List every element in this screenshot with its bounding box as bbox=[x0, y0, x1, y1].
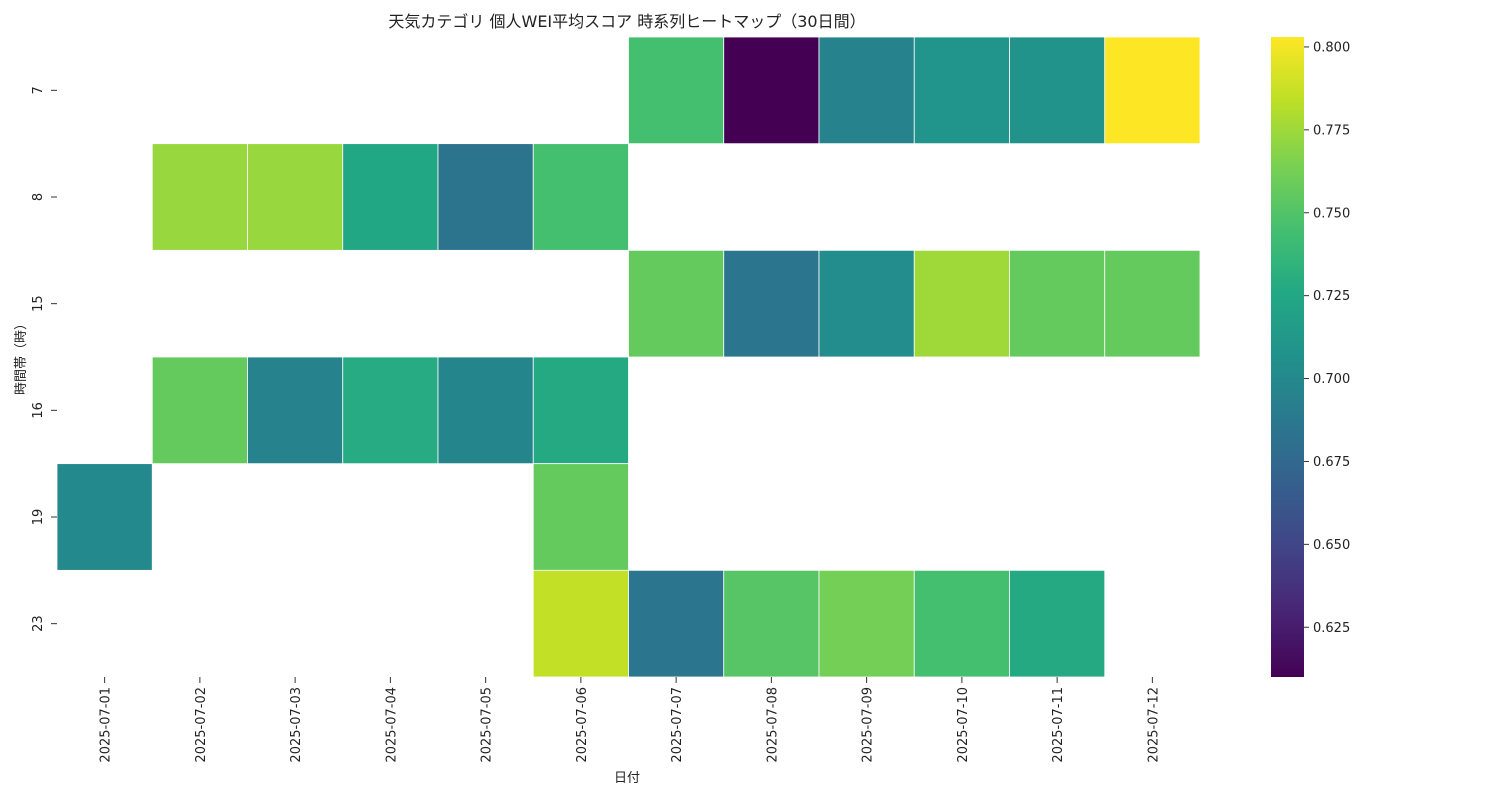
heatmap-cell bbox=[723, 569, 820, 678]
colorbar-tick-label: 0.650 bbox=[1313, 538, 1350, 553]
x-tick-label: 2025-07-06 bbox=[575, 687, 590, 763]
heatmap-cell bbox=[532, 463, 629, 571]
x-tick-label: 2025-07-05 bbox=[480, 687, 495, 763]
heatmap-cell bbox=[1104, 36, 1201, 145]
heatmap-cell bbox=[723, 249, 820, 358]
x-tick-label: 2025-07-11 bbox=[1051, 687, 1066, 763]
x-tick-label: 2025-07-10 bbox=[956, 687, 971, 763]
y-tick-label: 7 bbox=[31, 86, 46, 94]
y-tick-label: 19 bbox=[31, 509, 46, 526]
heatmap-cell bbox=[151, 143, 248, 251]
heatmap-cell bbox=[532, 356, 629, 465]
heatmap-cell bbox=[628, 569, 725, 678]
chart-title: 天気カテゴリ 個人WEI平均スコア 時系列ヒートマップ（30日間） bbox=[388, 12, 865, 31]
heatmap-cell bbox=[151, 356, 248, 465]
colorbar-tick-label: 0.725 bbox=[1313, 289, 1350, 304]
heatmap-cell bbox=[532, 143, 629, 251]
heatmap-cell bbox=[628, 249, 725, 358]
x-tick-label: 2025-07-04 bbox=[384, 687, 399, 763]
heatmap-cell bbox=[342, 356, 439, 465]
heatmap-cell bbox=[913, 36, 1010, 145]
colorbar-gradient bbox=[1271, 37, 1304, 677]
heatmap-cell bbox=[437, 356, 534, 465]
x-axis-label: 日付 bbox=[614, 771, 640, 786]
heatmap-cell bbox=[56, 463, 153, 571]
heatmap-cell bbox=[913, 569, 1010, 678]
y-axis-label: 時間帯（時） bbox=[14, 317, 29, 395]
x-tick-label: 2025-07-07 bbox=[670, 687, 685, 763]
heatmap-cell bbox=[247, 356, 344, 465]
x-tick-label: 2025-07-12 bbox=[1146, 687, 1161, 763]
colorbar: 0.625 0.650 0.675 0.700 0.725 0.750 0.775 0.800 bbox=[1271, 37, 1350, 677]
x-tick-label: 2025-07-02 bbox=[194, 687, 209, 763]
heatmap-cell bbox=[247, 143, 344, 251]
y-tick-label: 8 bbox=[31, 193, 46, 201]
colorbar-tick-label: 0.800 bbox=[1313, 40, 1350, 55]
heatmap-cell bbox=[628, 36, 725, 145]
heatmap-cell bbox=[723, 36, 820, 145]
y-axis-ticks: 7 8 15 16 19 23 bbox=[31, 86, 57, 632]
colorbar-tick-label: 0.625 bbox=[1313, 621, 1350, 636]
x-axis-ticks: 2025-07-01 2025-07-02 2025-07-03 2025-07-04… bbox=[99, 677, 1161, 763]
heatmap-cell bbox=[1009, 249, 1106, 358]
heatmap-cell bbox=[913, 249, 1010, 358]
heatmap-cell bbox=[818, 249, 915, 358]
colorbar-tick-label: 0.775 bbox=[1313, 123, 1350, 138]
heatmap-cell bbox=[437, 143, 534, 251]
heatmap-cell bbox=[1009, 569, 1106, 678]
colorbar-tick-label: 0.700 bbox=[1313, 372, 1350, 387]
heatmap-cell bbox=[342, 143, 439, 251]
heatmap-cell bbox=[1104, 249, 1201, 358]
heatmap-cell bbox=[532, 569, 629, 678]
heatmap-cells bbox=[56, 36, 1201, 678]
x-tick-label: 2025-07-09 bbox=[861, 687, 876, 763]
x-tick-label: 2025-07-01 bbox=[99, 687, 114, 763]
x-tick-label: 2025-07-08 bbox=[765, 687, 780, 763]
heatmap-cell bbox=[1009, 36, 1106, 145]
colorbar-tick-label: 0.750 bbox=[1313, 206, 1350, 221]
y-tick-label: 16 bbox=[31, 402, 46, 419]
y-tick-label: 23 bbox=[31, 615, 46, 632]
heatmap-cell bbox=[818, 36, 915, 145]
heatmap-cell bbox=[818, 569, 915, 678]
x-tick-label: 2025-07-03 bbox=[289, 687, 304, 763]
colorbar-tick-label: 0.675 bbox=[1313, 455, 1350, 470]
y-tick-label: 15 bbox=[31, 295, 46, 312]
